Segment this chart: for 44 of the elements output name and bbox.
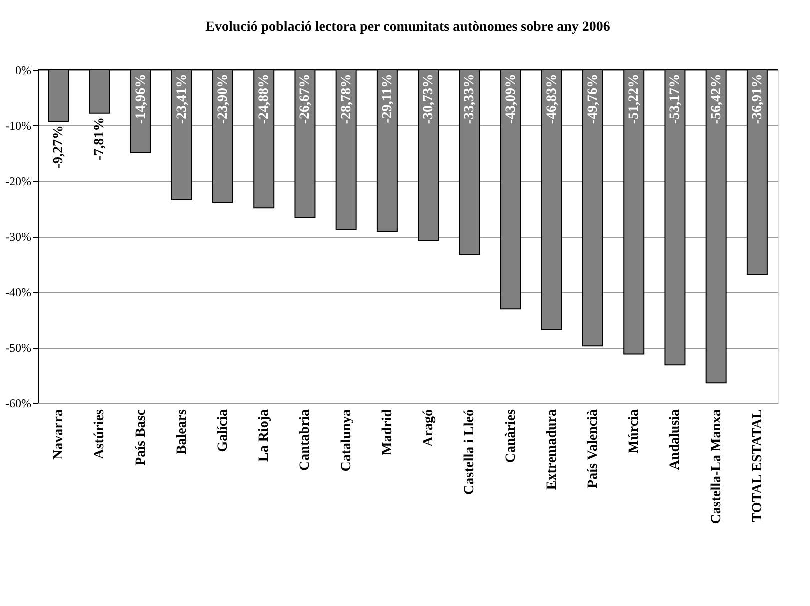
data-label: -36,91% (750, 74, 766, 124)
x-tick-label: Castella-La Manxa (709, 410, 724, 524)
data-label: -28,78% (339, 74, 354, 124)
x-tick-label: País Valencià (586, 410, 601, 488)
x-tick-label: Balears (174, 408, 190, 455)
x-tick-label: Canàries (504, 408, 519, 464)
data-label: -30,73% (422, 74, 437, 124)
y-tick-label: -40% (6, 286, 32, 300)
x-tick-label: Múrcia (627, 410, 642, 454)
chart-title: Evolució població lectora per comunitats autònomes sobre any 2006 (206, 20, 610, 35)
data-label: -24,88% (257, 74, 272, 124)
data-label: -56,42% (709, 74, 724, 124)
data-label: -53,17% (668, 74, 684, 124)
y-tick-label: -50% (6, 341, 32, 355)
data-label: -43,09% (504, 74, 519, 124)
y-tick-label: -30% (6, 230, 32, 244)
x-tick-label: Galícia (216, 410, 231, 452)
x-tick-label: La Rioja (257, 410, 272, 462)
data-label: -49,76% (586, 74, 601, 124)
y-tick-label: 0% (16, 64, 32, 78)
data-label: -7,81% (92, 117, 108, 161)
data-label: -26,67% (298, 74, 314, 124)
x-tick-label: TOTAL ESTATAL (750, 410, 766, 522)
y-tick-label: -20% (6, 174, 32, 188)
data-label: -51,22% (627, 74, 642, 124)
x-tick-label: Castella i Lleó (462, 410, 478, 496)
data-label: -9,27% (52, 125, 67, 169)
data-label: -23,90% (216, 74, 231, 124)
x-tick-label: Cantabria (298, 410, 314, 471)
x-tick-label: Navarra (52, 410, 67, 460)
x-tick-label: País Basc (134, 410, 149, 466)
data-label: -46,83% (544, 74, 560, 124)
x-tick-label: Aragó (422, 410, 437, 447)
x-tick-label: Madrid (380, 409, 396, 456)
x-tick-label: Astúries (92, 408, 108, 460)
data-label: -23,41% (174, 74, 190, 124)
x-tick-label: Andalusia (668, 410, 684, 470)
data-label: -29,11% (380, 74, 396, 124)
data-label: -14,96% (134, 74, 149, 124)
data-label: -33,33% (462, 74, 478, 124)
x-tick-label: Extremadura (544, 410, 560, 490)
y-tick-label: -60% (6, 396, 32, 410)
x-tick-label: Catalunya (339, 410, 354, 472)
y-tick-label: -10% (6, 119, 32, 133)
